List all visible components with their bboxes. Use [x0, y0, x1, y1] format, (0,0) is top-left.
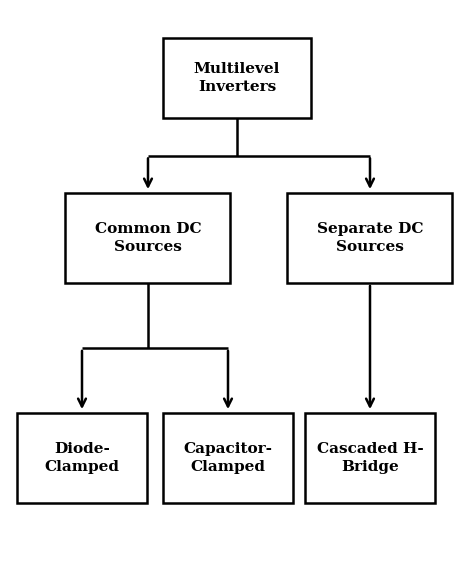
Bar	[163, 413, 293, 503]
Text: Cascaded H-
Bridge: Cascaded H- Bridge	[317, 442, 423, 474]
Text: Diode-
Clamped: Diode- Clamped	[45, 442, 119, 474]
Bar	[305, 413, 435, 503]
Text: Capacitor-
Clamped: Capacitor- Clamped	[183, 442, 273, 474]
Text: Common DC
Sources: Common DC Sources	[95, 222, 201, 254]
Text: Multilevel
Inverters: Multilevel Inverters	[194, 62, 280, 94]
Bar	[65, 193, 230, 283]
Bar	[288, 193, 453, 283]
Bar	[163, 38, 311, 118]
Text: Separate DC
Sources: Separate DC Sources	[317, 222, 423, 254]
Bar	[17, 413, 147, 503]
